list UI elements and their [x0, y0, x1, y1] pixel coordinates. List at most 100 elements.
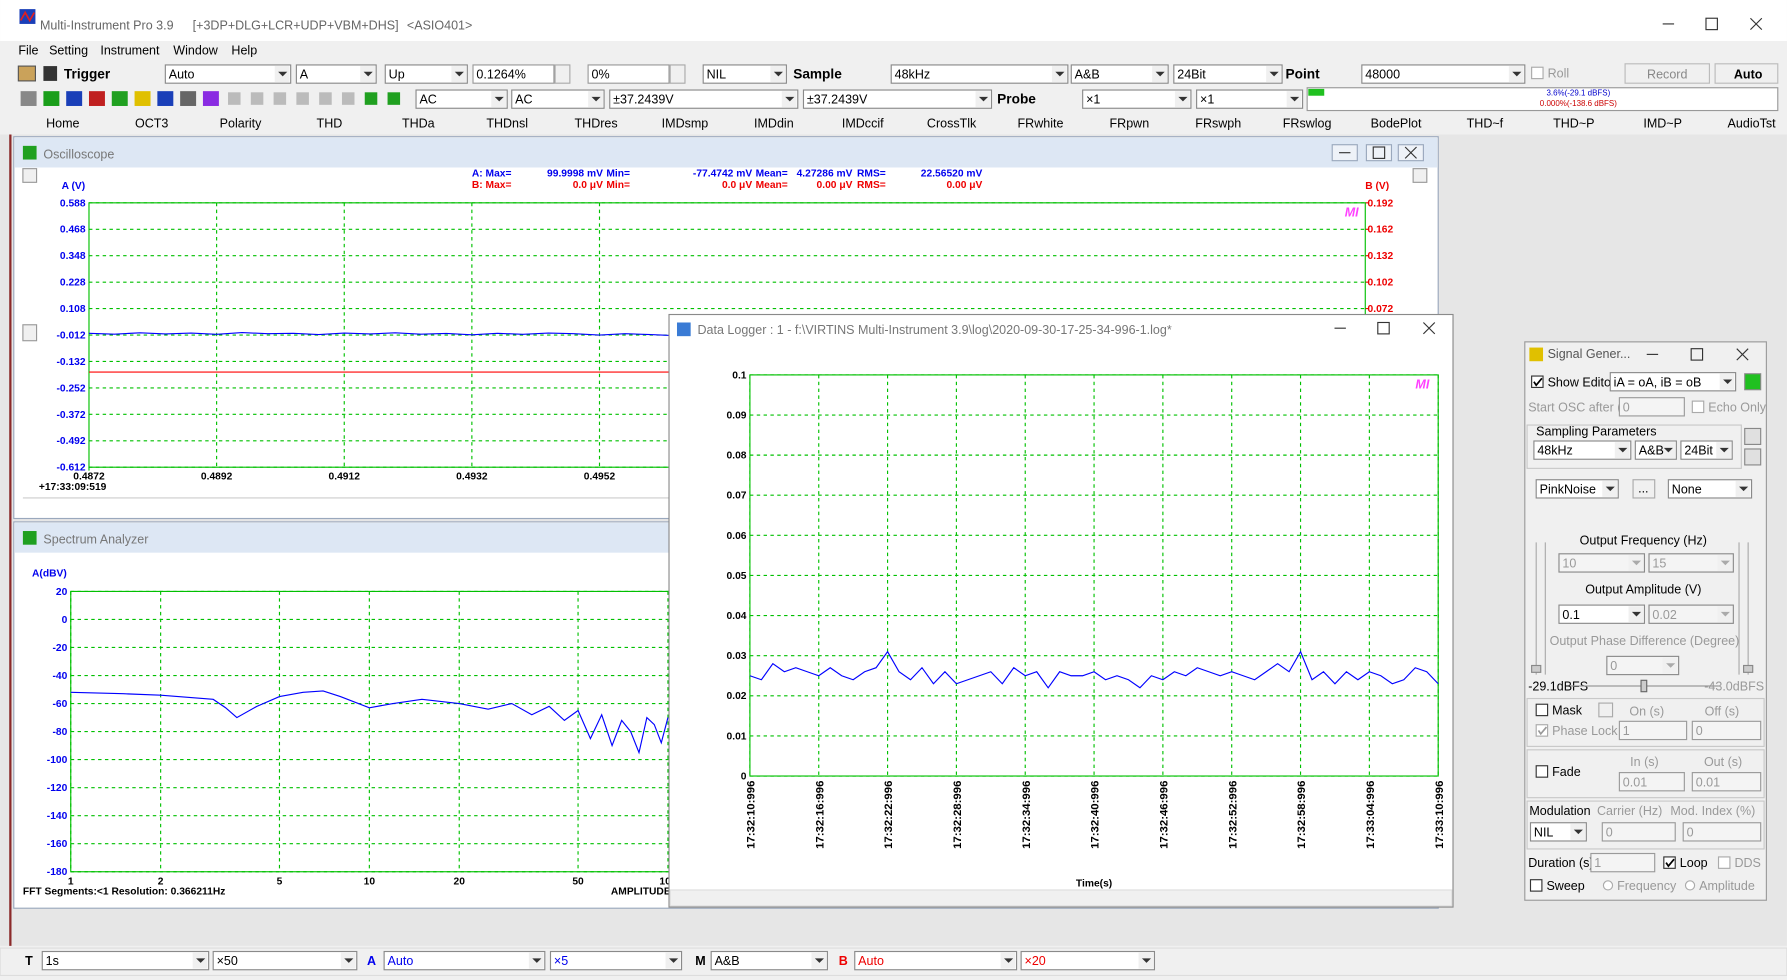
combo-box[interactable] [384, 64, 468, 84]
tab[interactable]: THDa [402, 117, 435, 131]
tab[interactable]: OCT3 [135, 117, 168, 131]
tool-icon[interactable] [43, 91, 60, 106]
tool-icon[interactable] [88, 91, 105, 106]
tool-icon[interactable] [134, 91, 151, 106]
tool-icon[interactable] [157, 91, 174, 106]
combo-box[interactable] [1070, 64, 1169, 84]
tab[interactable]: Polarity [220, 117, 262, 131]
tab[interactable]: FRwhite [1018, 117, 1064, 131]
combo-box[interactable] [1558, 553, 1646, 573]
text-box[interactable] [1691, 720, 1762, 741]
slider-thumb[interactable] [1743, 664, 1754, 673]
combo-box[interactable] [1606, 655, 1680, 676]
list-icon[interactable] [1744, 448, 1762, 466]
tab[interactable]: IMDdin [754, 117, 794, 131]
checkbox[interactable] [1531, 66, 1544, 80]
combo-box[interactable] [295, 64, 377, 84]
combo-box[interactable] [41, 950, 210, 971]
save-icon[interactable] [1744, 427, 1762, 445]
text-box[interactable] [1682, 822, 1762, 842]
button[interactable] [1624, 63, 1710, 84]
tool-icon[interactable] [180, 91, 197, 106]
combo-box[interactable] [1558, 604, 1646, 624]
scroll-arrow[interactable] [22, 168, 38, 183]
text-box[interactable] [1618, 397, 1685, 417]
tool-icon[interactable] [296, 92, 309, 105]
combo-box[interactable] [511, 89, 605, 109]
tab[interactable]: AudioTst [1728, 117, 1777, 131]
text-box[interactable] [1590, 852, 1656, 873]
combo-box[interactable] [854, 950, 1018, 971]
combo-box[interactable] [1535, 479, 1619, 499]
tab[interactable]: CrossTlk [927, 117, 977, 131]
tool-icon[interactable] [66, 91, 83, 106]
spinner[interactable] [669, 64, 686, 84]
combo-box[interactable] [1533, 440, 1632, 460]
tool-icon[interactable] [341, 92, 355, 105]
tab[interactable]: FRswlog [1283, 117, 1332, 131]
slider-thumb[interactable] [1640, 679, 1648, 693]
combo-box[interactable] [415, 89, 508, 109]
menu-item[interactable]: File [18, 44, 38, 58]
checkbox[interactable] [1535, 765, 1549, 778]
button[interactable] [1714, 63, 1779, 84]
text-box[interactable] [1601, 822, 1676, 842]
radio[interactable] [1684, 880, 1696, 891]
tab[interactable]: THD~P [1553, 117, 1594, 131]
tab[interactable]: THDnsl [486, 117, 528, 131]
tool-icon[interactable] [387, 92, 401, 105]
combo-box[interactable] [890, 64, 1069, 84]
text-box[interactable] [472, 64, 555, 84]
tab[interactable]: THD~f [1467, 117, 1504, 131]
combo-box[interactable] [1648, 553, 1734, 573]
tab[interactable]: BodePlot [1371, 117, 1422, 131]
tool-icon[interactable] [319, 92, 332, 105]
combo-box[interactable] [549, 950, 683, 971]
tab[interactable]: THDres [575, 117, 618, 131]
radio[interactable] [1602, 880, 1614, 891]
combo-box[interactable] [164, 64, 292, 84]
combo-box[interactable] [383, 950, 546, 971]
combo-box[interactable] [1020, 950, 1156, 971]
checkbox[interactable] [1535, 724, 1549, 737]
tab[interactable]: IMDccif [842, 117, 884, 131]
combo-box[interactable] [1648, 604, 1734, 624]
button[interactable] [1632, 479, 1656, 499]
checkbox[interactable] [1691, 400, 1705, 414]
combo-box[interactable] [702, 64, 787, 84]
tool-icon[interactable] [364, 92, 378, 105]
tab[interactable]: IMDsmp [662, 117, 709, 131]
combo-box[interactable] [609, 89, 799, 109]
checkbox[interactable] [1717, 856, 1731, 869]
text-box[interactable] [1618, 720, 1688, 741]
text-box[interactable] [1691, 772, 1762, 792]
tool-icon[interactable] [250, 92, 264, 105]
menu-item[interactable]: Setting [49, 44, 88, 58]
text-box[interactable] [1618, 772, 1685, 792]
checkbox[interactable] [1663, 856, 1676, 869]
text-box[interactable] [587, 64, 670, 84]
checkbox[interactable] [1535, 703, 1549, 717]
tool-icon[interactable] [202, 91, 219, 106]
combo-box[interactable] [1667, 479, 1753, 499]
combo-box[interactable] [802, 89, 993, 109]
combo-box[interactable] [1609, 372, 1737, 392]
combo-box[interactable] [1361, 64, 1526, 84]
tool-icon[interactable] [228, 92, 241, 105]
menu-item[interactable]: Window [173, 44, 218, 58]
run-indicator[interactable] [1744, 373, 1762, 391]
combo-box[interactable] [212, 950, 358, 971]
menu-item[interactable]: Instrument [100, 44, 160, 58]
combo-box[interactable] [1082, 89, 1192, 109]
tab[interactable]: FRswph [1195, 117, 1241, 131]
scroll-arrow[interactable] [1412, 168, 1428, 183]
slider-thumb[interactable] [1531, 664, 1542, 673]
tab[interactable]: IMD~P [1643, 117, 1682, 131]
spinner[interactable] [554, 64, 571, 84]
button[interactable] [1598, 702, 1614, 718]
tool-icon[interactable] [20, 91, 37, 106]
tab[interactable]: FRpwn [1110, 117, 1150, 131]
checkbox[interactable] [1531, 375, 1544, 389]
tool-icon[interactable] [273, 92, 287, 105]
checkbox[interactable] [1529, 879, 1543, 892]
